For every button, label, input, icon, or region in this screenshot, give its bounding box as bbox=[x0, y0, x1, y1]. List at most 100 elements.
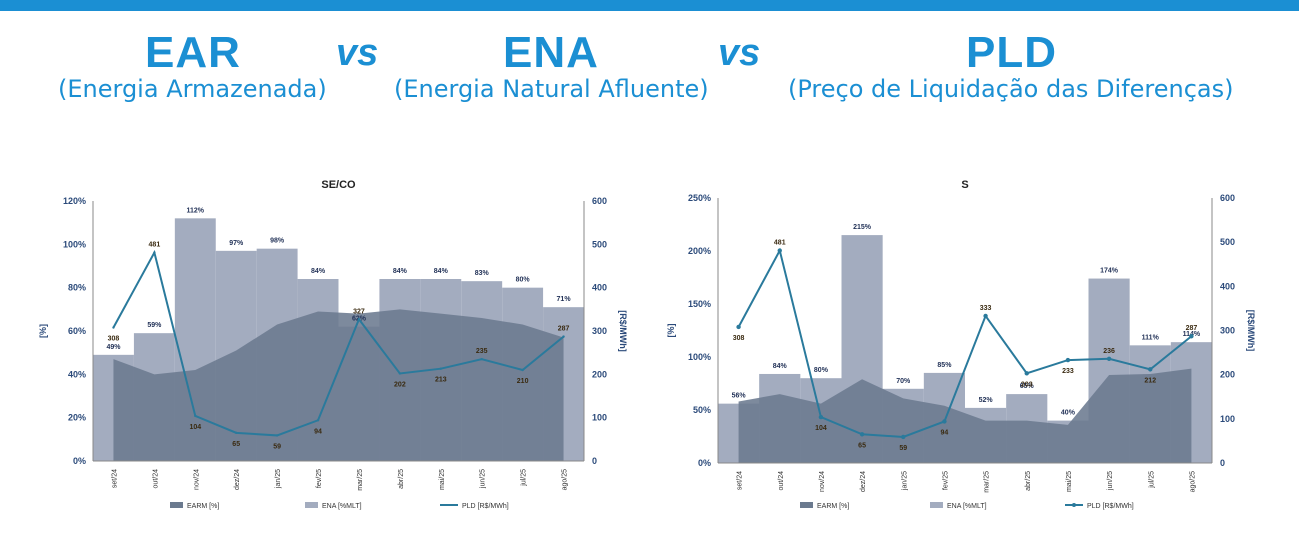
pld-data-label: 481 bbox=[149, 242, 161, 249]
pld-data-label: 94 bbox=[941, 429, 949, 436]
pld-point bbox=[153, 251, 156, 254]
pld-point bbox=[736, 324, 741, 330]
y2-tick-label: 100 bbox=[1220, 414, 1235, 424]
ena-data-label: 59% bbox=[147, 322, 162, 329]
y2-tick-label: 200 bbox=[592, 369, 607, 379]
pld-line bbox=[112, 249, 565, 437]
pld-point bbox=[357, 318, 361, 321]
ena-data-label: 70% bbox=[896, 378, 911, 385]
x-tick-label: mai/25 bbox=[439, 469, 446, 490]
pld-data-label: 481 bbox=[774, 240, 786, 247]
pld-point bbox=[316, 419, 320, 422]
y-tick-label: 40% bbox=[68, 369, 86, 379]
pld-point bbox=[398, 372, 402, 375]
pld-point bbox=[275, 434, 279, 437]
ena-data-label: 84% bbox=[311, 268, 326, 275]
chart-s: S 0% 50% 100% 150% 200% 250% 0 100 200 300 400 500 60… bbox=[666, 179, 1256, 510]
pld-point bbox=[1065, 357, 1071, 363]
y-axis-label: [%] bbox=[38, 324, 48, 338]
pld-point bbox=[983, 313, 988, 319]
vs-label-1: vs bbox=[336, 32, 379, 74]
x-tick-label: mar/25 bbox=[357, 469, 364, 491]
ena-data-label: 71% bbox=[557, 296, 572, 303]
pld-point bbox=[1189, 334, 1194, 339]
pld-data-label: 59 bbox=[899, 445, 907, 452]
x-tick-label: dez/24 bbox=[860, 471, 867, 492]
subtitle-ear: (Energia Armazenada) bbox=[58, 75, 327, 103]
ena-data-label: 84% bbox=[393, 268, 408, 275]
y-tick-label: 250% bbox=[688, 193, 711, 203]
y2-axis-label: [R$/MWh] bbox=[1246, 310, 1256, 352]
legend-label-ena: ENA [%MLT] bbox=[322, 503, 362, 510]
x-tick-label: jan/25 bbox=[275, 469, 282, 489]
pld-point bbox=[859, 432, 865, 437]
y-tick-label: 0% bbox=[73, 456, 86, 466]
y2-tick-label: 400 bbox=[1220, 281, 1235, 291]
ena-data-label: 111% bbox=[1142, 334, 1160, 341]
pld-data-label: 333 bbox=[980, 305, 992, 312]
ena-data-label: 49% bbox=[106, 344, 121, 351]
x-tick-label: jul/25 bbox=[521, 469, 528, 487]
y2-tick-label: 300 bbox=[1220, 326, 1235, 336]
ena-data-label: 84% bbox=[434, 268, 449, 275]
x-tick-label: jun/25 bbox=[480, 469, 487, 489]
subtitle-pld: (Preço de Liquidação das Diferenças) bbox=[788, 75, 1234, 103]
y-tick-label: 120% bbox=[63, 196, 86, 206]
pld-data-label: 212 bbox=[1144, 377, 1156, 384]
y-tick-label: 60% bbox=[68, 326, 86, 336]
legend-swatch-ena bbox=[930, 502, 943, 508]
y2-tick-label: 500 bbox=[1220, 237, 1235, 247]
legend-swatch-ena bbox=[305, 502, 318, 508]
x-tick-label: abr/25 bbox=[398, 469, 405, 489]
legend-label-earm: EARM [%] bbox=[817, 503, 849, 510]
ena-data-label: 98% bbox=[270, 238, 285, 245]
pld-point bbox=[1024, 371, 1029, 376]
pld-point bbox=[439, 367, 442, 370]
pld-data-label: 308 bbox=[108, 336, 120, 343]
vs-label-2: vs bbox=[718, 32, 761, 74]
pld-data-label: 104 bbox=[815, 425, 827, 432]
legend-marker-pld bbox=[1072, 503, 1076, 507]
y2-tick-label: 400 bbox=[592, 283, 607, 293]
pld-point bbox=[521, 368, 524, 372]
y-tick-label: 80% bbox=[68, 283, 86, 293]
x-tick-label: jul/25 bbox=[1148, 471, 1155, 489]
ena-data-label: 52% bbox=[979, 397, 994, 404]
legend-swatch-earm bbox=[800, 502, 813, 508]
x-tick-label: dez/24 bbox=[234, 469, 241, 490]
pld-data-label: 233 bbox=[1062, 368, 1074, 375]
title-ear: EAR bbox=[145, 28, 241, 77]
legend-label-pld: PLD [R$/MWh] bbox=[1087, 503, 1134, 510]
x-tick-label: fev/25 bbox=[942, 471, 949, 490]
y-tick-label: 20% bbox=[68, 413, 86, 423]
ena-data-label: 65% bbox=[1020, 383, 1035, 390]
pld-data-label: 65 bbox=[858, 442, 866, 449]
x-tick-label: ago/25 bbox=[1189, 471, 1196, 493]
pld-point bbox=[562, 335, 565, 338]
earm-area bbox=[113, 309, 564, 461]
pld-data-label: 287 bbox=[558, 326, 570, 333]
pld-data-label: 203 bbox=[1021, 381, 1033, 388]
ena-data-label: 56% bbox=[732, 393, 747, 400]
ena-data-label: 40% bbox=[1061, 410, 1076, 417]
x-tick-label: jun/25 bbox=[1107, 471, 1114, 491]
ena-data-label: 112% bbox=[187, 207, 205, 214]
y2-tick-label: 600 bbox=[1220, 193, 1235, 203]
pld-data-label: 210 bbox=[517, 378, 529, 385]
top-accent-bar bbox=[0, 0, 1299, 11]
pld-point bbox=[942, 419, 947, 424]
y2-tick-label: 100 bbox=[592, 413, 607, 423]
ena-data-label: 83% bbox=[475, 270, 490, 277]
pld-data-label: 213 bbox=[435, 377, 447, 384]
title-ena: ENA bbox=[503, 28, 599, 77]
pld-line bbox=[737, 247, 1193, 438]
pld-data-label: 287 bbox=[1186, 325, 1198, 332]
pld-point bbox=[777, 248, 782, 253]
x-tick-label: set/24 bbox=[111, 469, 118, 488]
ena-data-label: 97% bbox=[229, 240, 244, 247]
y2-tick-label: 0 bbox=[592, 456, 597, 466]
y-tick-label: 50% bbox=[693, 405, 711, 415]
x-tick-label: nov/24 bbox=[819, 471, 826, 492]
pld-point bbox=[235, 431, 238, 435]
y-tick-label: 200% bbox=[688, 246, 711, 256]
